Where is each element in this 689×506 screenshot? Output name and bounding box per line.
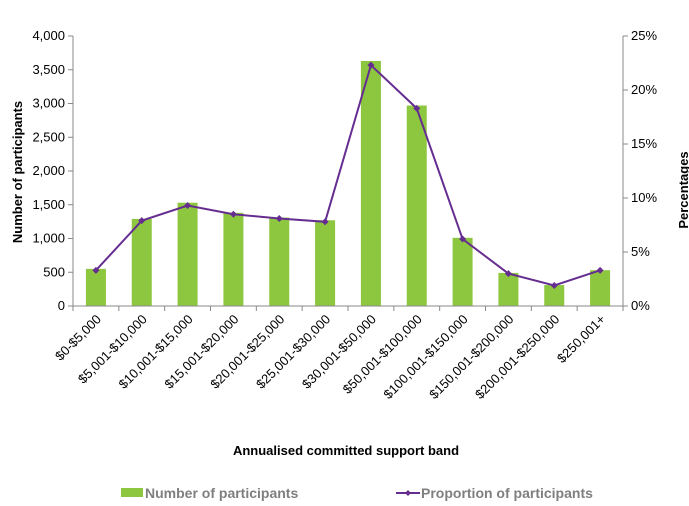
x-tick-label: $250,001+ <box>554 312 608 366</box>
bar <box>452 237 473 306</box>
y-tick-label: 4,000 <box>32 28 65 43</box>
y2-axis-title: Percentages <box>676 151 689 228</box>
y2-tick-label: 15% <box>631 136 657 151</box>
axes-group <box>72 36 624 307</box>
y2-tick-label: 25% <box>631 28 657 43</box>
bar <box>544 285 565 306</box>
line-point <box>321 218 329 226</box>
proportion-line <box>95 63 601 287</box>
y-tick-label: 2,000 <box>32 163 65 178</box>
bar <box>498 272 519 306</box>
bar <box>360 60 381 306</box>
line-point <box>413 104 421 112</box>
x-tick-label: $100,001-$150,000 <box>380 312 470 402</box>
y-tick-label: 3,500 <box>32 62 65 77</box>
legend-swatch-marker <box>405 490 411 496</box>
y-tick-label: 0 <box>58 298 65 313</box>
line-point <box>229 210 237 218</box>
y2-tick-label: 20% <box>631 82 657 97</box>
bar <box>406 105 427 307</box>
y-tick-label: 1,000 <box>32 231 65 246</box>
line-point <box>275 215 283 223</box>
y-tick-label: 1,500 <box>32 197 65 212</box>
y-axis-title: Number of participants <box>10 101 25 243</box>
line-point <box>550 281 558 289</box>
bar <box>223 212 244 306</box>
left-tick-group: 0 500 1,000 1,500 2,000 2,500 3,000 3,500 4,000 <box>32 28 73 313</box>
y2-tick-label: 10% <box>631 190 657 205</box>
bar <box>590 270 611 306</box>
bar <box>131 218 152 306</box>
y-tick-label: 2,500 <box>32 129 65 144</box>
y-tick-label: 3,000 <box>32 96 65 111</box>
legend: Number of participants Proportion of par… <box>121 485 593 501</box>
x-tick-label: $50,001-$100,000 <box>340 312 425 397</box>
bar <box>315 220 336 306</box>
legend-swatch-bars <box>121 488 143 497</box>
x-tick-group: $0-$5,000$5,001-$10,000$10,001-$15,000$1… <box>52 306 624 402</box>
line-point <box>138 217 146 225</box>
bars-group <box>85 60 611 307</box>
y-tick-label: 500 <box>43 264 65 279</box>
line-point <box>459 235 467 243</box>
line-point <box>92 266 100 274</box>
line-point <box>596 266 604 274</box>
x-axis-title: Annualised committed support band <box>233 443 459 458</box>
right-tick-group: 0% 5% 10% 15% 20% 25% <box>623 28 657 313</box>
line-point <box>367 61 375 69</box>
x-tick-label: $150,001-$200,000 <box>426 312 516 402</box>
bar <box>85 268 106 306</box>
legend-label-bars: Number of participants <box>145 485 298 501</box>
line-point <box>504 270 512 278</box>
x-tick-label: $200,001-$250,000 <box>472 312 562 402</box>
bar <box>269 217 290 306</box>
legend-label-line: Proportion of participants <box>421 485 593 501</box>
line-point <box>184 202 192 210</box>
y2-tick-label: 0% <box>631 298 650 313</box>
bar <box>177 202 198 306</box>
y2-tick-label: 5% <box>631 244 650 259</box>
line-series-group <box>92 61 604 289</box>
